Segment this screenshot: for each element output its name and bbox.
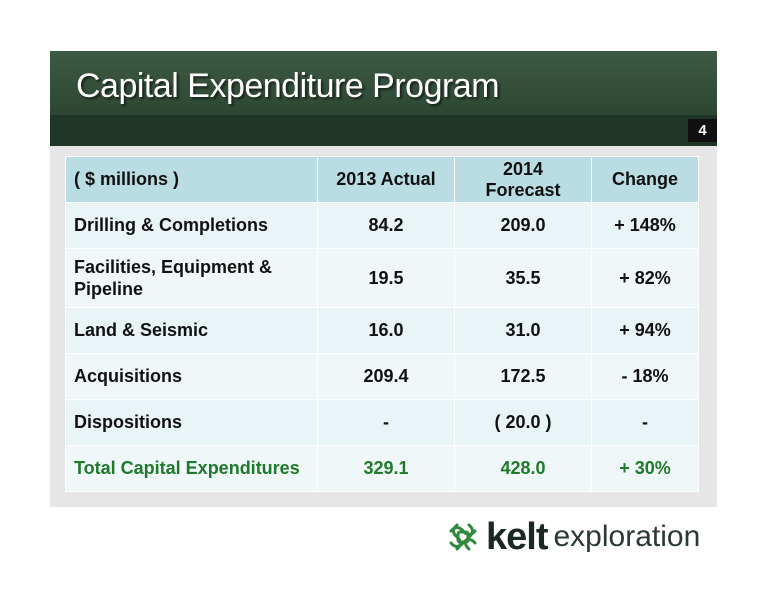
cell-change: - 18% [591, 353, 699, 400]
column-header-units: ( $ millions ) [65, 156, 318, 203]
total-2013-actual: 329.1 [317, 445, 455, 492]
total-label: Total Capital Expenditures [65, 445, 318, 492]
cell-2014-forecast: 209.0 [454, 202, 592, 249]
table-header-row: ( $ millions ) 2013 Actual 2014 Forecast… [65, 156, 699, 203]
logo-wordmark-bold: kelt [486, 515, 548, 558]
title-band: Capital Expenditure Program [50, 51, 717, 146]
cell-2014-forecast: 35.5 [454, 248, 592, 308]
cell-change: + 82% [591, 248, 699, 308]
cell-2013-actual: 209.4 [317, 353, 455, 400]
row-label: Land & Seismic [65, 307, 318, 354]
row-label: Dispositions [65, 399, 318, 446]
table-row: Drilling & Completions 84.2 209.0 + 148% [65, 202, 699, 249]
table-row: Land & Seismic 16.0 31.0 + 94% [65, 307, 699, 354]
total-2014-forecast: 428.0 [454, 445, 592, 492]
capex-table: ( $ millions ) 2013 Actual 2014 Forecast… [65, 156, 699, 492]
row-label: Facilities, Equipment & Pipeline [65, 248, 318, 308]
cell-2013-actual: 84.2 [317, 202, 455, 249]
table-row: Dispositions - ( 20.0 ) - [65, 399, 699, 446]
slide-title: Capital Expenditure Program [76, 67, 500, 105]
table-row: Facilities, Equipment & Pipeline 19.5 35… [65, 248, 699, 308]
row-label: Drilling & Completions [65, 202, 318, 249]
title-band-lower-stripe [50, 115, 717, 146]
column-header-2013-actual: 2013 Actual [317, 156, 455, 203]
cell-2013-actual: 16.0 [317, 307, 455, 354]
company-logo: kelt exploration [446, 515, 701, 558]
row-label: Acquisitions [65, 353, 318, 400]
celtic-knot-icon [449, 523, 477, 551]
column-header-2014-forecast: 2014 Forecast [454, 156, 592, 203]
cell-2014-forecast: 31.0 [454, 307, 592, 354]
cell-change: + 148% [591, 202, 699, 249]
cell-2013-actual: 19.5 [317, 248, 455, 308]
column-header-change: Change [591, 156, 699, 203]
total-change: + 30% [591, 445, 699, 492]
table-total-row: Total Capital Expenditures 329.1 428.0 +… [65, 445, 699, 492]
logo-wordmark: exploration [553, 520, 701, 553]
page-number: 4 [688, 119, 717, 142]
table-row: Acquisitions 209.4 172.5 - 18% [65, 353, 699, 400]
cell-change: - [591, 399, 699, 446]
cell-2013-actual: - [317, 399, 455, 446]
cell-2014-forecast: ( 20.0 ) [454, 399, 592, 446]
cell-change: + 94% [591, 307, 699, 354]
cell-2014-forecast: 172.5 [454, 353, 592, 400]
